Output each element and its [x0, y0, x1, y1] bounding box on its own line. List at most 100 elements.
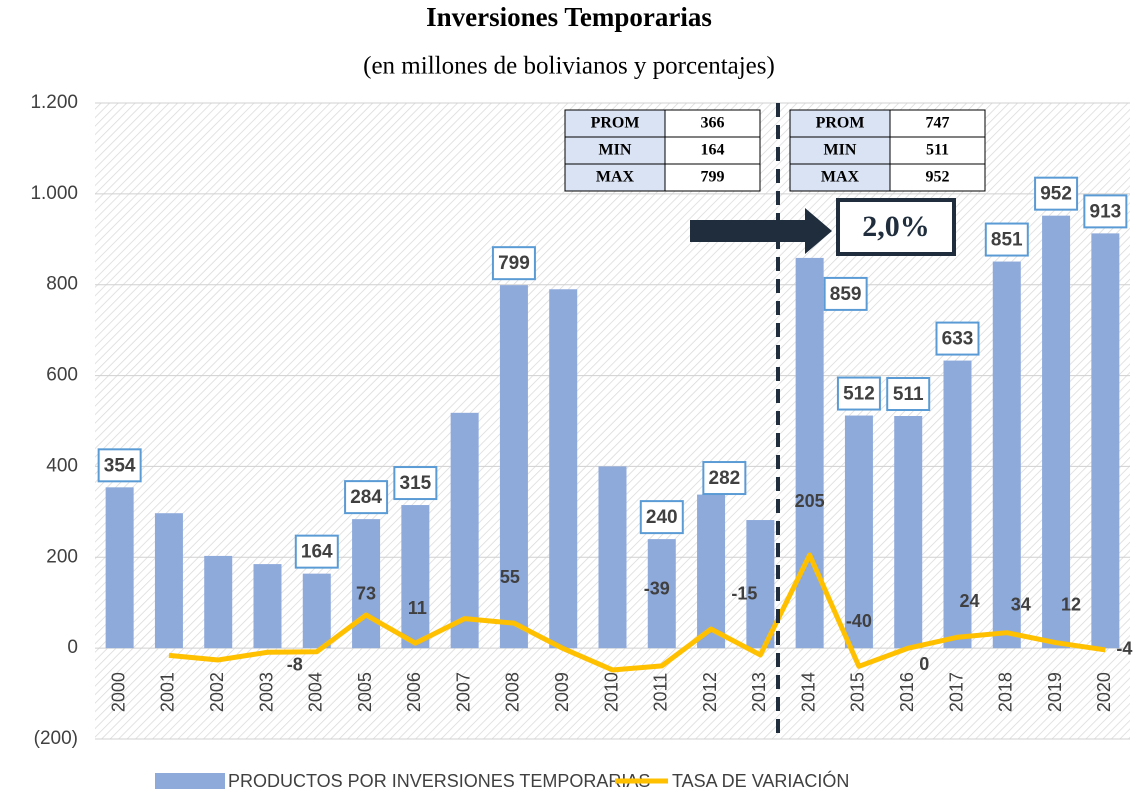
data-label: 952	[1040, 184, 1072, 205]
x-tick-label: 2006	[404, 672, 424, 712]
label-box	[935, 321, 980, 356]
table-text: 799	[701, 169, 725, 186]
label-box	[1034, 176, 1079, 211]
data-label: 799	[498, 253, 530, 274]
table-text: 747	[926, 115, 950, 132]
legend-label: PRODUCTOS POR INVERSIONES TEMPORARIAS	[228, 771, 650, 791]
legend-label: TASA DE VARIACIÓN	[672, 770, 849, 791]
x-tick-label: 2004	[306, 672, 326, 712]
data-label: 0	[919, 654, 929, 674]
line	[168, 552, 1106, 673]
table-cell	[564, 136, 666, 165]
chart-subtitle: (en millones de bolivianos y porcentajes…	[363, 53, 775, 80]
bar	[352, 519, 381, 649]
label-box	[1083, 194, 1128, 229]
data-label: -4	[1116, 639, 1132, 659]
data-label: 240	[646, 507, 678, 528]
table-text: MAX	[821, 169, 860, 186]
data-label: 512	[843, 384, 875, 405]
y-tick-label: (200)	[34, 728, 78, 749]
y-tick-label: 600	[46, 365, 78, 386]
table-cell	[889, 109, 986, 138]
label-box	[836, 376, 881, 411]
bar	[401, 505, 430, 649]
data-label: 24	[959, 591, 979, 611]
bar	[795, 257, 824, 649]
bar	[844, 415, 873, 649]
data-label: 315	[400, 473, 432, 494]
table-cell	[564, 163, 666, 192]
bar	[499, 285, 528, 649]
bar	[1091, 233, 1120, 649]
x-tick-label: 2008	[503, 672, 523, 712]
label-box	[823, 276, 868, 311]
data-label: 282	[709, 468, 741, 489]
x-tick-label: 2007	[453, 672, 473, 712]
table-text: 511	[926, 142, 949, 159]
data-label: 164	[301, 542, 333, 563]
label-box	[886, 377, 931, 412]
x-tick-label: 2011	[651, 673, 671, 712]
data-label: 354	[104, 455, 136, 476]
bar	[1042, 215, 1071, 649]
y-tick-label: 0	[67, 637, 78, 658]
x-tick-label: 2015	[848, 672, 868, 712]
label-box	[491, 246, 536, 281]
data-label: 859	[830, 284, 862, 305]
label-box	[984, 222, 1029, 257]
label-box	[639, 500, 684, 535]
bar	[253, 564, 282, 649]
table-cell	[789, 136, 891, 165]
x-tick-label: 2014	[798, 672, 818, 712]
table-cell	[889, 163, 986, 192]
y-tick-label: 200	[46, 546, 78, 567]
x-tick-label: 2012	[700, 672, 720, 712]
legend-swatch	[155, 773, 225, 789]
data-label: -8	[287, 655, 303, 675]
bar	[697, 494, 726, 649]
x-tick-label: 2000	[108, 672, 128, 712]
data-label: 73	[356, 584, 376, 604]
chart-title: Inversiones Temporarias	[426, 2, 712, 32]
label-box	[344, 480, 389, 515]
data-label: 12	[1061, 594, 1081, 614]
x-tick-label: 2020	[1094, 672, 1114, 712]
table-text: MIN	[599, 142, 632, 159]
bar	[549, 289, 578, 649]
annotation: 2,0%	[862, 210, 930, 243]
bar	[647, 539, 676, 649]
bar	[598, 466, 627, 649]
table-cell	[664, 109, 761, 138]
bar	[894, 416, 923, 649]
data-label: 205	[795, 491, 825, 511]
x-tick-label: 2005	[355, 672, 375, 712]
label-box	[97, 448, 142, 483]
table-text: 952	[926, 169, 950, 186]
x-tick-label: 2016	[897, 672, 917, 712]
bar	[154, 513, 183, 649]
y-tick-label: 400	[46, 455, 78, 476]
table-text: 164	[701, 142, 725, 159]
data-label: 511	[893, 384, 924, 405]
data-label: 851	[991, 230, 1023, 251]
data-label: -40	[846, 611, 872, 631]
table-cell	[889, 136, 986, 165]
table-cell	[789, 163, 891, 192]
x-tick-label: 2002	[207, 672, 227, 712]
data-label: 913	[1090, 201, 1122, 222]
data-label: 633	[942, 329, 974, 350]
label-box	[393, 466, 438, 501]
arrow	[690, 208, 832, 254]
data-label: -15	[731, 584, 757, 604]
x-tick-label: 2010	[601, 672, 621, 712]
data-label: -39	[644, 579, 670, 599]
table-text: PROM	[591, 115, 640, 132]
data-label: 11	[408, 598, 427, 618]
y-tick-label: 800	[46, 274, 78, 295]
x-tick-label: 2019	[1045, 672, 1065, 712]
table-cell	[564, 109, 666, 138]
y-tick-label: 1.200	[30, 92, 78, 113]
x-tick-label: 2013	[749, 672, 769, 712]
bar	[204, 555, 233, 649]
